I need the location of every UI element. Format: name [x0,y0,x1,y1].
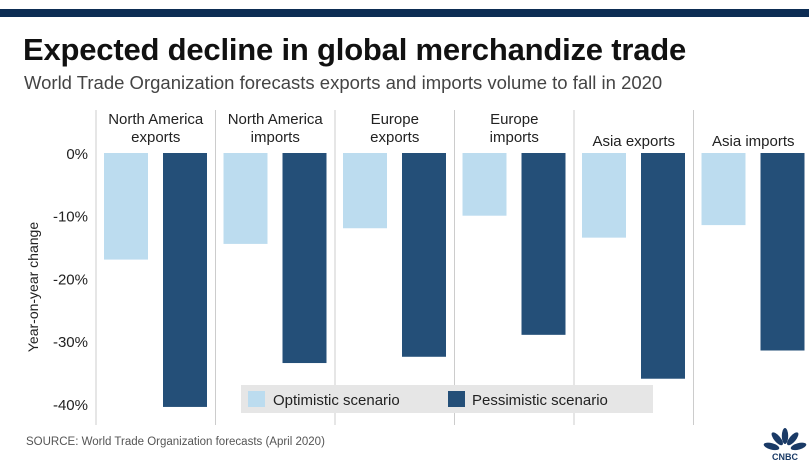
y-tick-label: -40% [53,397,88,414]
bar-pessimistic [282,153,327,364]
panel-title-line: exports [370,129,419,146]
panel-title-line: Europe [490,111,538,128]
legend-label: Optimistic scenario [273,392,400,409]
panel-title: North America imports [228,111,324,146]
legend-swatch [248,391,265,407]
y-tick-label: 0% [66,146,88,163]
bar-optimistic [462,153,507,216]
source-note: SOURCE: World Trade Organization forecas… [26,436,325,448]
panel-title: Europe imports [490,111,539,146]
header-bar [0,9,809,17]
panel-title-line: North America [228,111,324,128]
y-tick-label: -30% [53,334,88,351]
panel-title-line: imports [251,129,300,146]
bar-pessimistic [641,153,685,379]
chart-title: Expected decline in global merchandize t… [23,32,687,67]
bar-optimistic [582,153,626,238]
panel-title: North America exports [108,111,204,146]
panel-title-line: Asia imports [712,133,795,150]
cnbc-logo: CNBC [763,428,807,462]
y-tick-label: -20% [53,271,88,288]
bar-pessimistic [521,153,566,335]
legend-swatch [448,391,465,407]
legend-label: Pessimistic scenario [472,392,608,409]
panel-title: Europe exports [370,111,419,146]
chart-subtitle: World Trade Organization forecasts expor… [24,72,663,93]
panel-title: Asia exports [592,133,675,150]
bar-optimistic [343,153,387,229]
legend-box [241,385,653,413]
panel-title-line: North America [108,111,204,128]
panel-title: Asia imports [712,133,795,150]
panel-title-line: exports [131,129,180,146]
panel-title-line: imports [490,129,539,146]
y-axis-label: Year-on-year change [25,222,41,352]
bar-pessimistic [760,153,805,351]
panel-title-line: Asia exports [592,133,675,150]
bar-optimistic [701,153,746,226]
logo-text: CNBC [772,452,798,462]
bar-optimistic [104,153,148,260]
bar-pessimistic [163,153,207,407]
y-tick-label: -10% [53,209,88,226]
bar-optimistic [223,153,268,244]
bar-pessimistic [402,153,446,357]
panel-title-line: Europe [371,111,419,128]
